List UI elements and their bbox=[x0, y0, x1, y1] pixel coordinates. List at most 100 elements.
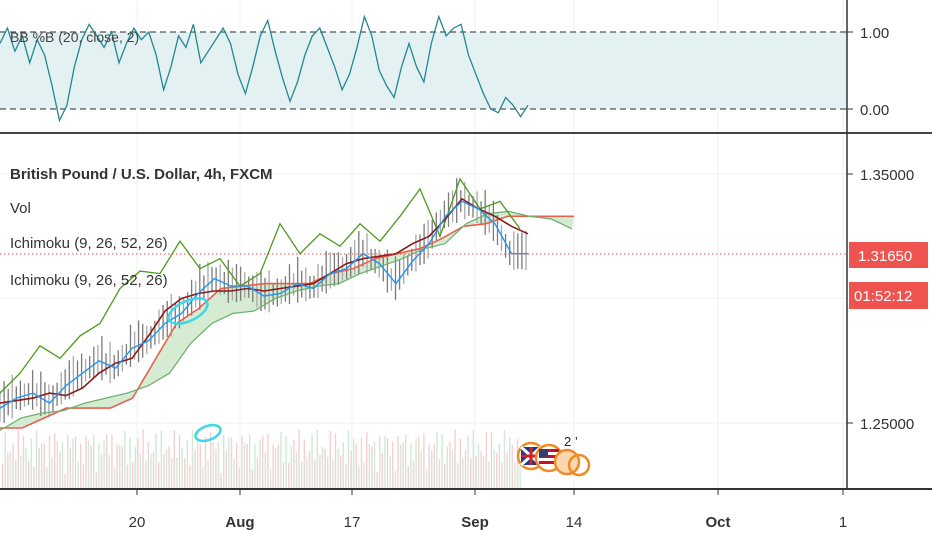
volume-bar bbox=[152, 451, 155, 489]
volume-bar bbox=[454, 429, 456, 489]
volume-bar bbox=[238, 467, 240, 489]
volume-bar bbox=[191, 430, 194, 489]
ichimoku-indicator-label-1[interactable]: Ichimoku (9, 26, 52, 26) bbox=[10, 235, 168, 252]
volume-bar bbox=[134, 447, 136, 489]
volume-bar bbox=[514, 462, 516, 489]
volume-indicator-label[interactable]: Vol bbox=[10, 200, 31, 217]
volume-bar bbox=[17, 429, 19, 489]
volume-bar bbox=[264, 452, 266, 489]
volume-bar bbox=[223, 435, 225, 489]
volume-bar bbox=[319, 454, 321, 489]
volume-bar bbox=[48, 435, 51, 489]
volume-bar bbox=[15, 459, 17, 489]
annotation-ellipse-upper[interactable] bbox=[165, 293, 212, 329]
volume-bar bbox=[472, 429, 474, 489]
time-axis[interactable]: 20 Aug 17 Sep 14 Oct 1 bbox=[129, 489, 848, 531]
price-pane[interactable]: 2 ’ British Pound / U.S. Dollar, 4h, FXC… bbox=[0, 166, 847, 489]
volume-bar bbox=[150, 454, 152, 489]
volume-bar bbox=[77, 461, 79, 489]
volume-bar bbox=[511, 444, 513, 489]
volume-bar bbox=[399, 444, 402, 489]
volume-bar bbox=[236, 442, 238, 489]
volume-bar bbox=[243, 442, 246, 489]
volume-bar bbox=[353, 438, 355, 489]
volume-bar bbox=[308, 451, 311, 489]
volume-bar bbox=[425, 470, 428, 489]
volume-bar bbox=[483, 455, 485, 489]
event-flag-icons[interactable]: 2 ’ bbox=[516, 434, 591, 477]
volume-bar bbox=[137, 438, 139, 489]
volume-bar bbox=[475, 456, 477, 489]
volume-bar bbox=[85, 436, 87, 489]
bb-axis-upper-label: 1.00 bbox=[860, 25, 889, 42]
volume-bar bbox=[51, 457, 53, 489]
volume-bar bbox=[340, 455, 342, 489]
volume-bar bbox=[444, 463, 446, 489]
volume-bar bbox=[9, 451, 12, 489]
annotation-ellipse-lower[interactable] bbox=[193, 422, 222, 444]
volume-bar bbox=[202, 466, 204, 489]
volume-bar bbox=[163, 453, 165, 489]
volume-bar bbox=[254, 443, 256, 489]
price-axis-bottom-label: 1.25000 bbox=[860, 416, 914, 433]
ichimoku-indicator-label-2[interactable]: Ichimoku (9, 26, 52, 26) bbox=[10, 272, 168, 289]
volume-bar bbox=[7, 452, 9, 489]
volume-bar bbox=[459, 438, 461, 489]
symbol-title[interactable]: British Pound / U.S. Dollar, 4h, FXCM bbox=[10, 166, 273, 183]
volume-bar bbox=[275, 447, 277, 489]
volume-bar bbox=[431, 450, 433, 489]
bb-indicator-label[interactable]: BB %B (20, close, 2) bbox=[10, 29, 139, 45]
volume-bar bbox=[288, 462, 290, 489]
volume-bar bbox=[337, 448, 339, 489]
volume-bar bbox=[74, 436, 77, 489]
volume-bar bbox=[38, 447, 40, 489]
volume-bar bbox=[470, 458, 472, 489]
volume-bar bbox=[462, 458, 464, 489]
volume-bar bbox=[113, 468, 116, 489]
volume-bar bbox=[269, 469, 272, 489]
volume-bar bbox=[412, 460, 415, 489]
volume-bar bbox=[256, 457, 259, 489]
volume-bar bbox=[28, 461, 30, 489]
volume-bar bbox=[433, 443, 435, 489]
volume-bar bbox=[306, 457, 308, 489]
volume-bar bbox=[342, 442, 344, 489]
time-axis-label-aug: Aug bbox=[225, 514, 254, 531]
volume-bar bbox=[204, 436, 207, 489]
event-icon-3[interactable] bbox=[553, 448, 581, 476]
volume-bar bbox=[189, 465, 191, 489]
volume-bar bbox=[402, 442, 404, 489]
volume-bar bbox=[215, 449, 217, 489]
price-axis-top-label: 1.35000 bbox=[860, 167, 914, 184]
volume-bar bbox=[267, 433, 269, 489]
volume-bar bbox=[82, 464, 84, 489]
volume-bar bbox=[282, 462, 285, 489]
volume-bars bbox=[2, 429, 521, 489]
volume-bar bbox=[90, 446, 92, 489]
volume-bar bbox=[334, 433, 337, 489]
time-axis-label-17: 17 bbox=[344, 514, 361, 531]
bb-pane[interactable]: BB %B (20, close, 2) bbox=[0, 14, 847, 123]
volume-bar bbox=[407, 466, 409, 489]
bb-axis-lower-label: 0.00 bbox=[860, 102, 889, 119]
price-axis[interactable]: 1.00 0.00 1.35000 1.25000 1.31650 01:52:… bbox=[846, 0, 928, 489]
volume-bar bbox=[438, 459, 441, 489]
volume-bar bbox=[184, 458, 186, 489]
volume-bar bbox=[249, 434, 251, 489]
volume-bar bbox=[142, 429, 144, 489]
volume-bar bbox=[509, 437, 511, 489]
volume-bar bbox=[212, 442, 214, 489]
volume-bar bbox=[98, 443, 100, 489]
volume-bar bbox=[516, 439, 519, 489]
time-axis-label-1: 1 bbox=[839, 514, 847, 531]
volume-bar bbox=[217, 442, 220, 489]
volume-bar bbox=[363, 462, 365, 489]
volume-bar bbox=[355, 444, 357, 489]
volume-bar bbox=[321, 446, 324, 489]
event-icon-4[interactable] bbox=[567, 453, 591, 477]
volume-bar bbox=[371, 446, 373, 489]
volume-bar bbox=[145, 460, 147, 489]
volume-bar bbox=[12, 444, 14, 489]
volume-bar bbox=[33, 466, 35, 489]
